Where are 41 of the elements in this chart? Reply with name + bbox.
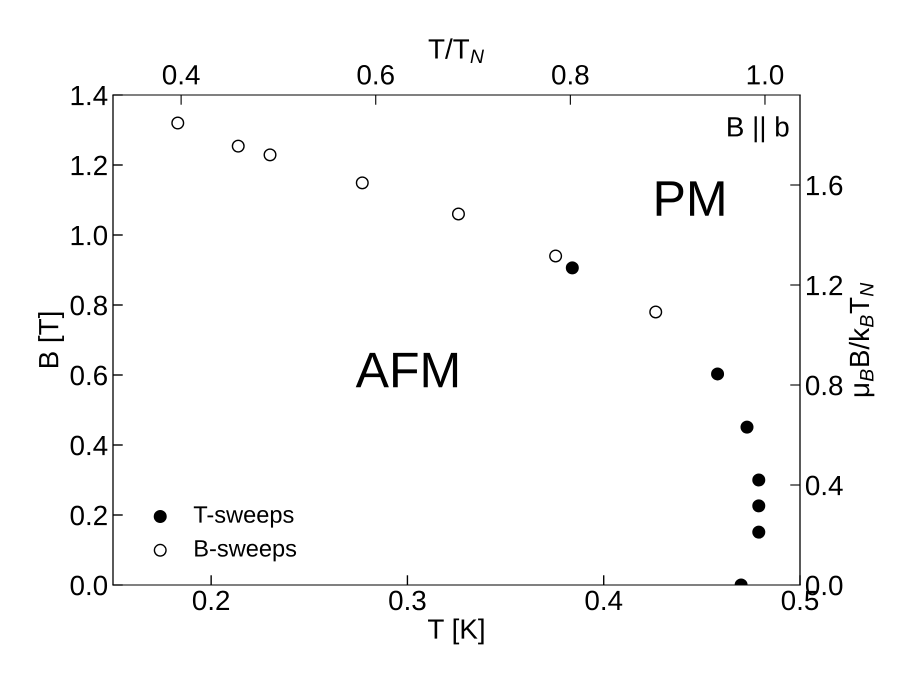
y2-tick-label: 1.2 [806, 276, 842, 296]
y-tick-label: 0.4 [70, 436, 108, 456]
y-tick-label: 0.6 [70, 366, 107, 386]
y-tick-label: 1.4 [72, 86, 108, 106]
x-axis-title: T [K] [428, 618, 484, 644]
y2-tick-label: 1.6 [806, 176, 842, 196]
y-tick-label: 0.2 [70, 506, 107, 526]
x2-axis-title: T/T$_{N}$ [428, 38, 484, 63]
annotation: PM [656, 181, 724, 216]
annotation: B || b [728, 116, 789, 142]
point [752, 473, 766, 487]
y2-axis-title: μ$_{B}$B/k$_{B}$T$_{N}$ [848, 282, 874, 396]
point [171, 116, 184, 130]
annotation: AFM [356, 352, 458, 388]
legend-label: B-sweeps [195, 540, 296, 562]
y-tick-label: 1.0 [72, 226, 108, 246]
x-tick-label: 0.4 [585, 590, 622, 610]
y-tick-label: 0.0 [70, 576, 108, 596]
point [356, 176, 369, 190]
point [549, 249, 562, 263]
x-tick-label: 0.2 [192, 590, 230, 610]
x2-tick-label: 0.8 [552, 64, 588, 85]
legend-label: T-sweeps [194, 506, 294, 528]
y2-tick-label: 0.8 [806, 376, 842, 396]
y-tick-label: 0.8 [70, 296, 107, 316]
point [711, 367, 724, 380]
y2-tick-label: 0.4 [806, 476, 843, 496]
x2-tick-label: 0.4 [162, 64, 200, 85]
x2-tick-label: 1.0 [748, 64, 784, 85]
point [649, 305, 662, 319]
point [566, 261, 579, 274]
point [452, 207, 465, 221]
x-tick-label: 0.3 [389, 590, 426, 610]
x2-tick-label: 0.6 [358, 64, 394, 85]
point [752, 499, 766, 512]
point [264, 148, 277, 162]
y-tick-label: 1.2 [72, 156, 107, 176]
point [740, 420, 754, 434]
y-axis-title: B [T] [38, 312, 64, 368]
point [232, 140, 245, 153]
point [752, 526, 766, 539]
